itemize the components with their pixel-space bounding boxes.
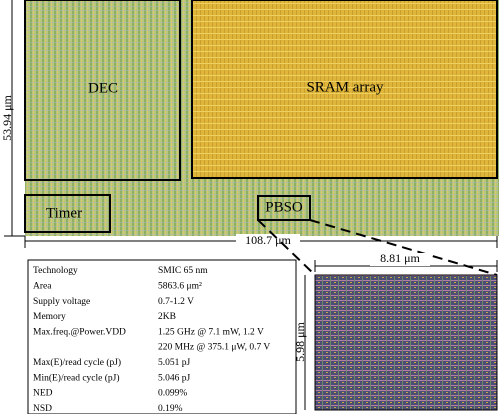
zoom-line: [257, 219, 316, 276]
row-label: Max(E)/read cycle (pJ): [33, 357, 121, 368]
sram-region: [192, 0, 498, 178]
row-value: 220 MHz @ 375.1 μW, 0.7 V: [158, 343, 270, 353]
block-label: SRAM array: [306, 79, 384, 95]
label-bg: [370, 253, 430, 266]
block-label: Timer: [46, 205, 82, 221]
row-value: 1.25 GHz @ 7.1 mW, 1.2 V: [158, 327, 264, 337]
spec-table: [27, 259, 297, 414]
pbso-inset: [314, 274, 498, 411]
row-label: Max.freq.@Power.VDD: [33, 326, 126, 337]
row-label: Area: [33, 281, 52, 291]
dimension-label: 8.81 μm: [380, 251, 420, 265]
sram-block: [191, 0, 498, 179]
row-value: 0.7-1.2 V: [158, 297, 194, 307]
row-label: NSD: [33, 404, 52, 414]
block-label: PBSO: [265, 199, 303, 215]
dec-block: [24, 0, 181, 181]
dimension-label: 53.94 μm: [0, 94, 14, 140]
row-label: Technology: [33, 266, 78, 276]
table-body: Technology SMIC 65 nm Area 5863.6 μm² Supply…: [33, 266, 270, 414]
dimension-label: 108.7 μm: [245, 233, 291, 247]
row-value: 5.046 pJ: [158, 373, 191, 383]
block-label: DEC: [88, 80, 118, 96]
row-label: Min(E)/read cycle (pJ): [33, 372, 120, 383]
row-label: Memory: [33, 312, 66, 322]
pbso-block: [257, 195, 311, 221]
row-label: Supply voltage: [33, 297, 90, 307]
row-value: 5.051 pJ: [158, 358, 191, 368]
row-label: NED: [33, 389, 53, 399]
row-value: SMIC 65 nm: [158, 266, 208, 276]
row-value: 5863.6 μm²: [158, 281, 202, 291]
row-value: 2KB: [158, 312, 176, 322]
row-value: 0.099%: [158, 389, 187, 399]
row-value: 0.19%: [158, 404, 183, 414]
timer-block: [24, 194, 111, 233]
